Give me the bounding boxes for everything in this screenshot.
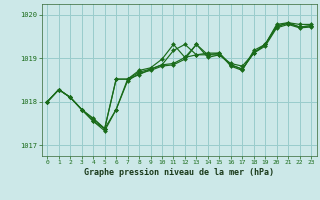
X-axis label: Graphe pression niveau de la mer (hPa): Graphe pression niveau de la mer (hPa) (84, 168, 274, 177)
